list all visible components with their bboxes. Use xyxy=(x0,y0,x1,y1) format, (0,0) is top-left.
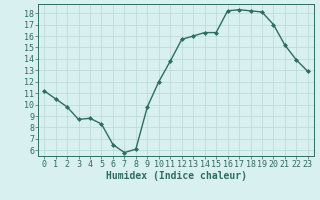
X-axis label: Humidex (Indice chaleur): Humidex (Indice chaleur) xyxy=(106,171,246,181)
